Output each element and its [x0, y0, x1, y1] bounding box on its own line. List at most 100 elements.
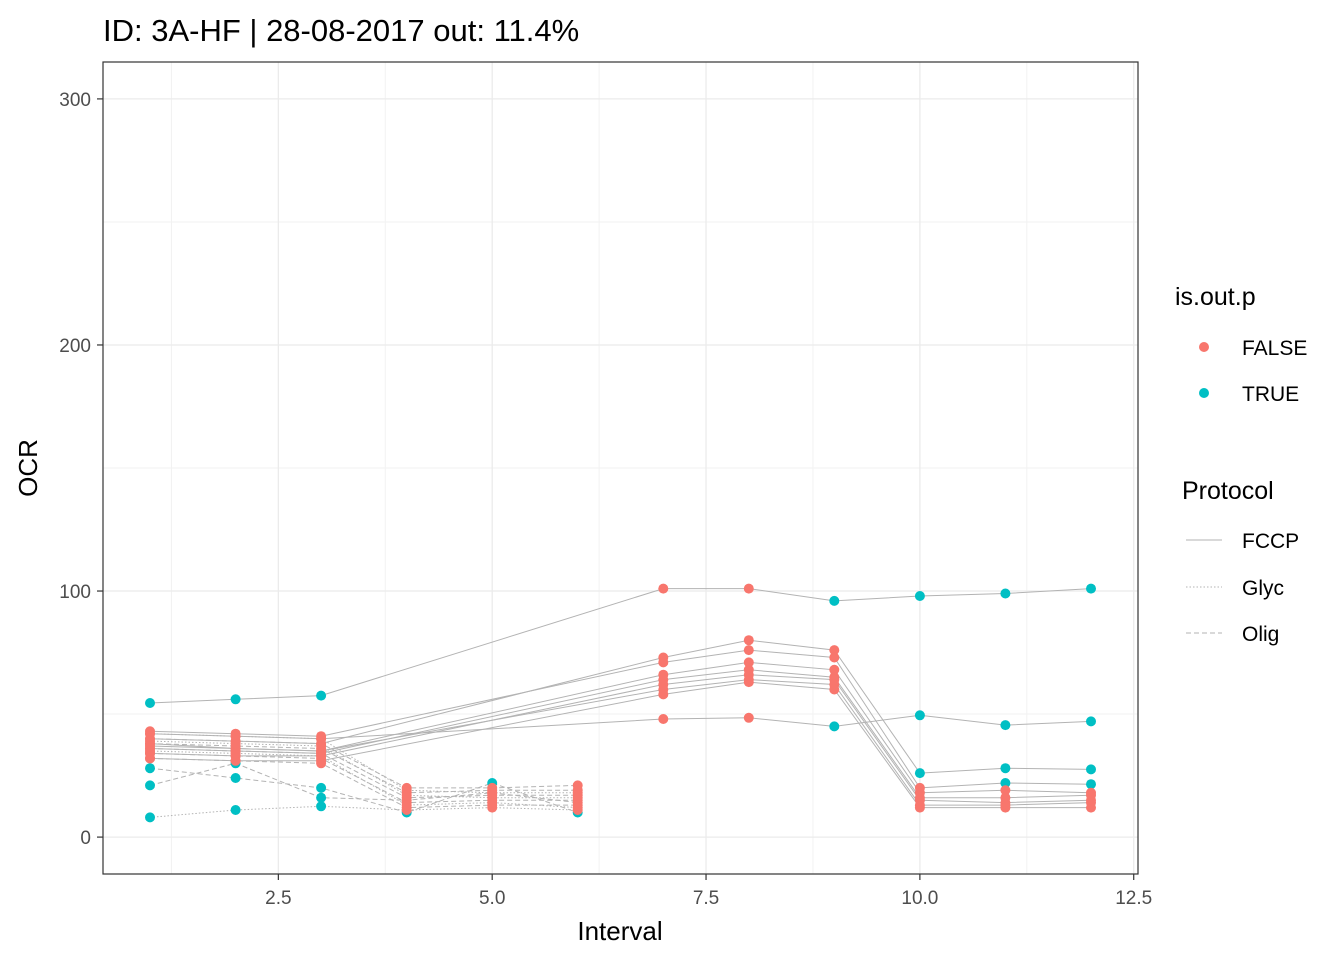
data-point	[230, 773, 241, 783]
grid-minor	[103, 62, 1138, 874]
data-point	[230, 805, 241, 815]
series-line-10	[149, 762, 578, 804]
y-tick-label: 300	[59, 90, 91, 111]
data-point	[743, 645, 754, 656]
data-point	[230, 731, 241, 742]
data-point	[743, 583, 754, 594]
x-tick-label: 7.5	[693, 888, 719, 909]
legend-key-true	[1199, 388, 1209, 398]
y-axis: 0 100 200 300	[59, 90, 103, 849]
series-line-5	[149, 669, 1092, 799]
series-line-18	[149, 740, 578, 799]
data-point	[743, 635, 754, 646]
data-point	[1086, 779, 1096, 790]
data-point	[230, 694, 241, 705]
x-tick-label: 12.5	[1115, 888, 1152, 909]
chart-title: ID: 3A-HF | 28-08-2017 out: 11.4%	[103, 13, 579, 48]
data-point	[316, 801, 327, 812]
data-point	[145, 728, 155, 739]
legend-protocol-title: Protocol	[1182, 477, 1274, 505]
data-point	[658, 714, 669, 724]
data-point	[487, 797, 498, 808]
data-point	[743, 677, 754, 688]
legend-label-true: TRUE	[1242, 383, 1299, 406]
data-point	[829, 645, 840, 656]
plot-panel-border	[102, 61, 1139, 875]
data-point	[914, 802, 925, 813]
data-point	[230, 738, 241, 749]
series-line-15	[149, 757, 578, 809]
x-axis-title: Interval	[577, 916, 662, 946]
data-point	[658, 583, 669, 594]
data-point	[145, 736, 155, 747]
data-point	[829, 684, 840, 695]
data-point	[743, 657, 754, 668]
data-point	[1000, 763, 1011, 774]
data-point	[914, 768, 925, 779]
data-point	[658, 689, 669, 700]
data-point	[829, 595, 840, 606]
data-point	[401, 790, 412, 801]
data-point	[1000, 720, 1011, 731]
data-point	[829, 652, 840, 663]
data-point	[230, 748, 241, 759]
data-point	[316, 792, 327, 803]
data-point	[914, 591, 925, 601]
data-point	[145, 812, 155, 823]
y-tick-label: 200	[59, 336, 91, 357]
legend-label-glyc: Glyc	[1242, 577, 1284, 600]
legend-label-fccp: FCCP	[1242, 530, 1299, 553]
legend-color-title: is.out.p	[1175, 283, 1256, 311]
data-point	[1086, 716, 1096, 727]
data-point	[316, 758, 327, 769]
series-line-11	[149, 738, 578, 789]
data-point	[1086, 802, 1096, 813]
series-line-17	[149, 733, 578, 794]
series-lines	[149, 588, 1092, 818]
series-line-2	[149, 639, 1092, 774]
data-point	[572, 802, 583, 813]
data-point	[1000, 778, 1011, 788]
data-point	[145, 753, 155, 764]
data-point	[401, 800, 412, 811]
legend: is.out.p FALSE TRUE Protocol FCCP Glyc O…	[1175, 283, 1307, 646]
series-line-6	[149, 674, 1092, 804]
y-tick-label: 0	[80, 828, 91, 849]
data-point	[316, 782, 327, 793]
series-line-14	[149, 752, 578, 804]
data-point	[829, 721, 840, 732]
data-point	[572, 792, 583, 803]
x-tick-label: 2.5	[265, 888, 291, 909]
data-point	[829, 664, 840, 675]
y-axis-title: OCR	[13, 439, 43, 497]
legend-key-false	[1199, 342, 1209, 352]
series-line-19	[149, 750, 578, 809]
data-point	[316, 750, 327, 761]
data-point	[1000, 785, 1011, 796]
data-point	[145, 746, 155, 756]
data-point	[145, 698, 155, 708]
data-point	[743, 712, 754, 723]
series-line-4	[149, 661, 1092, 794]
series-line-0	[149, 588, 1092, 704]
data-point	[145, 763, 155, 774]
y-tick-label: 100	[59, 582, 91, 603]
data-point	[1000, 588, 1011, 599]
series-points	[145, 583, 1096, 823]
data-point	[1086, 764, 1096, 775]
legend-label-false: FALSE	[1242, 337, 1307, 360]
series-line-13	[149, 748, 578, 799]
data-point	[316, 690, 327, 701]
data-point	[316, 733, 327, 744]
x-tick-label: 10.0	[901, 888, 938, 909]
series-line-9	[149, 767, 578, 814]
grid-major	[103, 62, 1138, 874]
x-tick-label: 5.0	[479, 888, 505, 909]
data-point	[1086, 583, 1096, 594]
x-axis: 2.5 5.0 7.5 10.0 12.5	[265, 874, 1152, 909]
data-point	[316, 741, 327, 751]
data-point	[658, 657, 669, 668]
data-point	[145, 780, 155, 791]
series-line-16	[149, 805, 578, 818]
